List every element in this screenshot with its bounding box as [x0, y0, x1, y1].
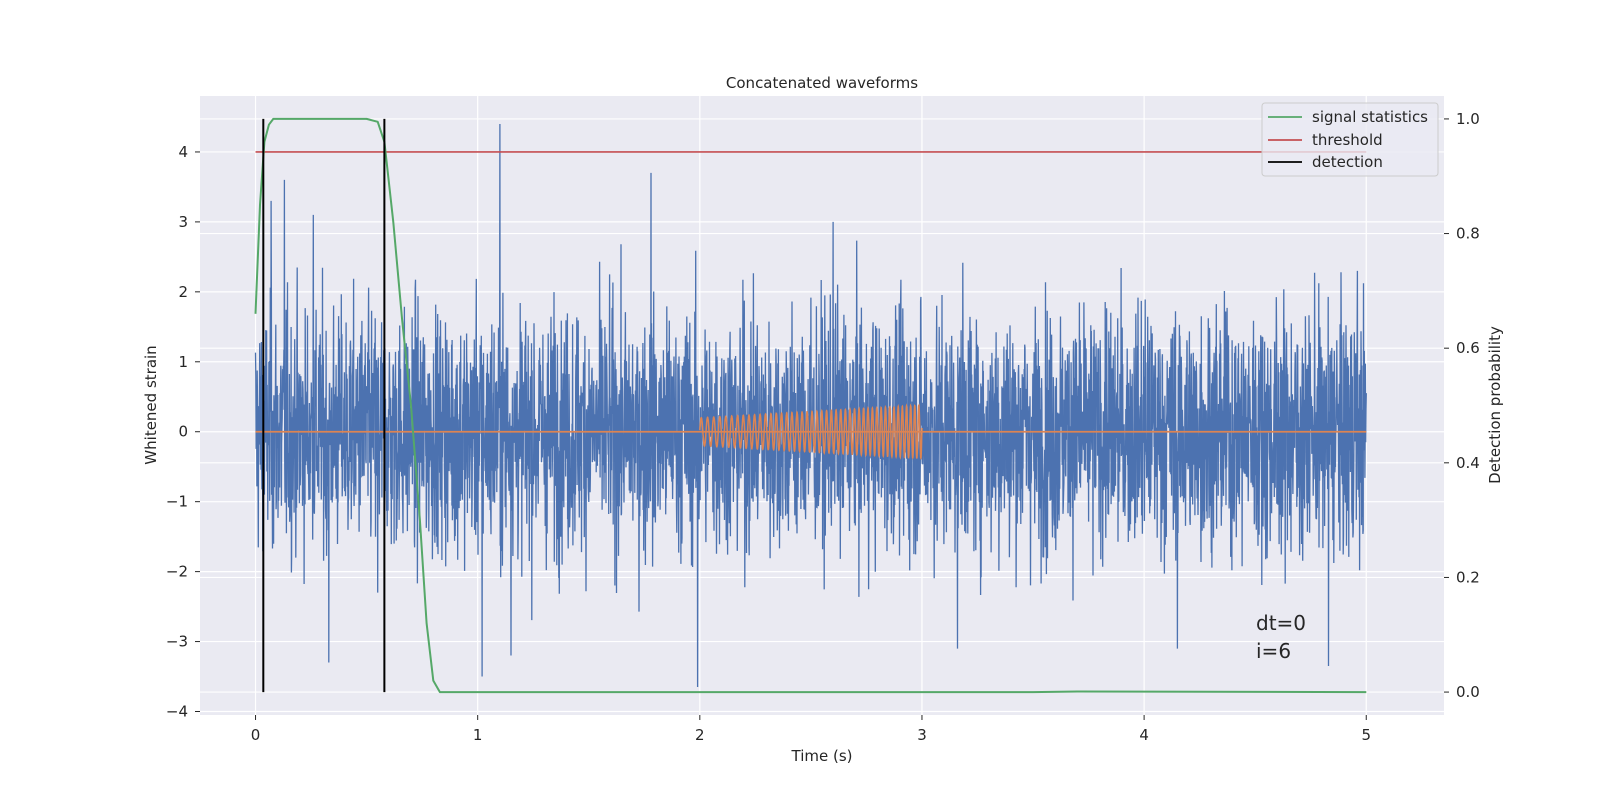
- annotation-dt: dt=0: [1256, 611, 1306, 635]
- y-tick-label: −1: [166, 493, 188, 511]
- legend-box: [1261, 102, 1439, 177]
- signal-statistics-line: [254, 117, 1367, 694]
- y-tick-label: −3: [166, 633, 188, 651]
- y-tick-label: 2: [178, 283, 188, 301]
- y-axis-label: Whitened strain: [142, 345, 160, 464]
- legend-label-detection: detection: [1312, 153, 1383, 171]
- signal-chirp: [699, 403, 923, 461]
- detection-series: [262, 118, 386, 693]
- y-tick-label: 4: [178, 143, 188, 161]
- y-tick-label-right: 0.4: [1456, 454, 1480, 472]
- x-axis-label: Time (s): [791, 747, 853, 765]
- y-tick-label-right: 1.0: [1456, 110, 1480, 128]
- y-tick-label: 0: [178, 423, 188, 441]
- axes-ticks: 0 1 2 3 4 5 4 3 2 1 0 −1 −2 −3 −4 1.0 0.8 0.6 0.4 0.2 0.0: [166, 110, 1480, 744]
- y-tick-label: −4: [166, 703, 188, 721]
- strain-line: [254, 123, 1367, 688]
- strain-series: [254, 123, 1367, 688]
- injected-signal-series: [255, 403, 1367, 461]
- y-tick-label: 1: [178, 353, 188, 371]
- y-axis-label-right: Detection probability: [1486, 326, 1504, 484]
- signal-statistics-series: [254, 117, 1367, 694]
- legend-label-signal-statistics: signal statistics: [1312, 108, 1428, 126]
- x-tick-label: 1: [473, 726, 483, 744]
- y-tick-label: −2: [166, 563, 188, 581]
- x-tick-label: 5: [1361, 726, 1371, 744]
- x-tick-label: 4: [1139, 726, 1149, 744]
- annotation-i: i=6: [1256, 639, 1291, 663]
- x-tick-label: 0: [251, 726, 261, 744]
- chart-title: Concatenated waveforms: [726, 74, 918, 92]
- x-tick-label: 3: [917, 726, 927, 744]
- y-tick-label-right: 0.8: [1456, 225, 1480, 243]
- x-tick-label: 2: [695, 726, 705, 744]
- y-tick-label-right: 0.2: [1456, 568, 1480, 586]
- legend-label-threshold: threshold: [1312, 131, 1383, 149]
- legend: signal statistics threshold detection: [1261, 102, 1439, 177]
- y-tick-label-right: 0.0: [1456, 683, 1480, 701]
- y-tick-label: 3: [178, 213, 188, 231]
- y-tick-label-right: 0.6: [1456, 339, 1480, 357]
